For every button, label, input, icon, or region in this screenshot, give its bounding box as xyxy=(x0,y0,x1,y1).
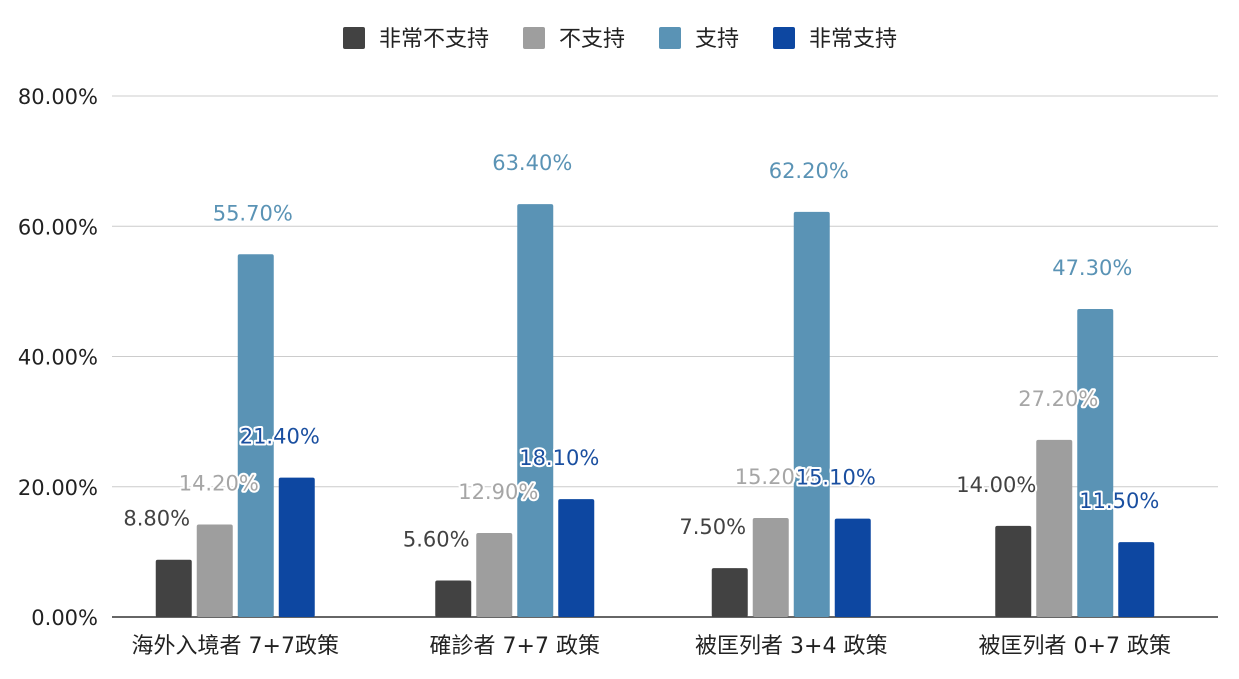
bar-2-4 xyxy=(1036,439,1073,617)
x-tick-label: 海外入境者 7+7政策 xyxy=(132,634,339,659)
data-label: 63.40% xyxy=(492,151,572,175)
bar-1-1 xyxy=(155,559,192,617)
data-label: 62.20% xyxy=(769,159,849,183)
legend-swatch-3 xyxy=(659,27,681,49)
legend-label: 非常支持 xyxy=(809,27,897,52)
bar-1-3 xyxy=(711,568,748,617)
data-label: 15.10% xyxy=(796,466,876,490)
data-label: 27.20% xyxy=(1018,387,1098,411)
legend-label: 支持 xyxy=(695,27,739,52)
bar-4-1 xyxy=(278,477,315,617)
bar-4-4 xyxy=(1118,542,1155,617)
bar-1-2 xyxy=(435,580,472,617)
bar-3-1 xyxy=(237,254,274,617)
data-label: 55.70% xyxy=(213,201,293,225)
data-label: 21.40% xyxy=(240,425,320,449)
bar-1-4 xyxy=(995,525,1032,617)
y-axis: 0.00% 20.00% 40.00% 60.00% 80.00% xyxy=(18,85,98,630)
data-labels: 8.80% 14.20% 55.70% 21.40% 5.60% 12.90% 63.40%… xyxy=(121,149,1161,553)
data-label: 12.90% xyxy=(458,480,538,504)
bar-3-3 xyxy=(793,211,830,618)
bar-2-3 xyxy=(752,518,789,617)
data-label: 14.20% xyxy=(179,472,259,496)
x-tick-label: 被匡列者 3+4 政策 xyxy=(695,634,887,659)
y-tick-label: 40.00% xyxy=(18,346,98,370)
bar-3-2 xyxy=(517,204,554,618)
legend-swatch-1 xyxy=(343,27,365,49)
bar-2-2 xyxy=(476,532,513,617)
data-label: 7.50% xyxy=(679,515,746,539)
x-tick-label: 被匡列者 0+7 政策 xyxy=(979,634,1171,659)
bar-4-3 xyxy=(834,518,871,617)
data-label: 47.30% xyxy=(1052,256,1132,280)
legend-label: 非常不支持 xyxy=(379,27,489,52)
bar-4-2 xyxy=(558,499,595,617)
legend-swatch-2 xyxy=(523,27,545,49)
legend-swatch-4 xyxy=(773,27,795,49)
bars xyxy=(155,204,1155,618)
x-tick-label: 確診者 7+7 政策 xyxy=(430,634,600,659)
bar-2-1 xyxy=(196,524,233,617)
data-label: 11.50% xyxy=(1079,489,1159,513)
data-label: 18.10% xyxy=(519,446,599,470)
legend: 非常不支持 不支持 支持 非常支持 xyxy=(343,27,897,52)
data-label: 15.20% xyxy=(735,465,815,489)
data-label: 8.80% xyxy=(123,507,190,531)
legend-label: 不支持 xyxy=(559,27,625,52)
y-tick-label: 60.00% xyxy=(18,215,98,239)
bar-3-4 xyxy=(1077,308,1114,617)
data-label: 5.60% xyxy=(403,528,470,552)
y-tick-label: 20.00% xyxy=(18,476,98,500)
x-axis: 海外入境者 7+7政策 確診者 7+7 政策 被匡列者 3+4 政策 被匡列者 0+7… xyxy=(132,634,1171,659)
y-tick-label: 0.00% xyxy=(31,606,98,630)
data-label: 14.00% xyxy=(956,473,1036,497)
y-tick-label: 80.00% xyxy=(18,85,98,109)
